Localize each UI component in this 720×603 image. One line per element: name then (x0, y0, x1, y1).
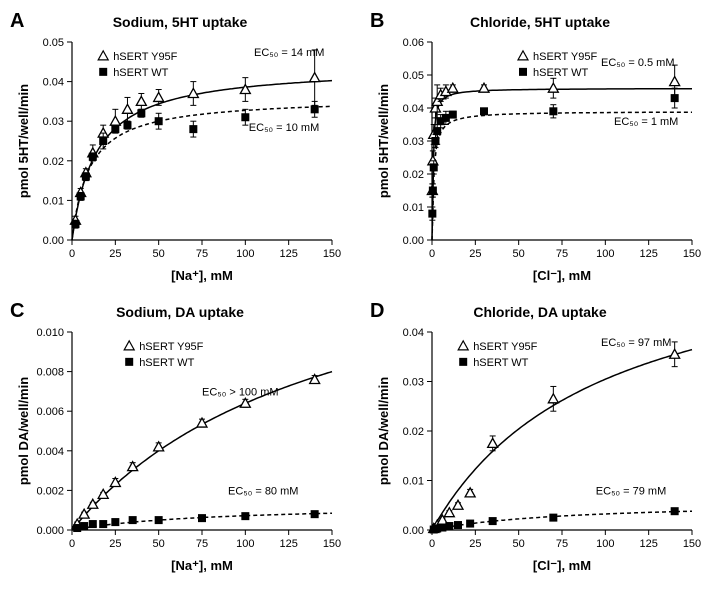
panel-D-title: Chloride, DA uptake (370, 304, 710, 320)
svg-text:125: 125 (639, 538, 657, 550)
svg-text:25: 25 (109, 248, 121, 260)
svg-text:125: 125 (279, 248, 297, 260)
svg-text:hSERT WT: hSERT WT (139, 357, 194, 369)
svg-text:pmol 5HT/well/min: pmol 5HT/well/min (376, 84, 391, 198)
svg-text:25: 25 (469, 248, 481, 260)
svg-text:150: 150 (323, 538, 341, 550)
svg-text:100: 100 (596, 248, 614, 260)
svg-text:75: 75 (196, 538, 208, 550)
svg-text:75: 75 (556, 538, 568, 550)
svg-text:150: 150 (683, 248, 701, 260)
svg-text:125: 125 (639, 248, 657, 260)
svg-text:hSERT Y95F: hSERT Y95F (533, 51, 597, 63)
svg-text:0.00: 0.00 (43, 235, 64, 247)
svg-text:hSERT WT: hSERT WT (533, 67, 588, 79)
svg-text:pmol DA/well/min: pmol DA/well/min (16, 377, 31, 485)
svg-text:EC₅₀ = 97 mM: EC₅₀ = 97 mM (601, 337, 671, 349)
svg-text:EC₅₀ = 79 mM: EC₅₀ = 79 mM (596, 485, 666, 497)
svg-text:[Na⁺], mM: [Na⁺], mM (171, 268, 233, 283)
svg-text:hSERT Y95F: hSERT Y95F (113, 51, 177, 63)
svg-text:150: 150 (683, 538, 701, 550)
panel-C-title: Sodium, DA uptake (10, 304, 350, 320)
svg-text:0.04: 0.04 (403, 327, 424, 339)
svg-text:0.03: 0.03 (43, 116, 64, 128)
svg-text:50: 50 (513, 538, 525, 550)
svg-text:0.02: 0.02 (403, 169, 424, 181)
svg-text:EC₅₀ = 1 mM: EC₅₀ = 1 mM (614, 116, 678, 128)
svg-text:25: 25 (469, 538, 481, 550)
svg-text:100: 100 (236, 538, 254, 550)
svg-text:0.03: 0.03 (403, 136, 424, 148)
svg-text:0.01: 0.01 (43, 195, 64, 207)
svg-text:hSERT WT: hSERT WT (473, 357, 528, 369)
svg-text:125: 125 (279, 538, 297, 550)
panel-D: D Chloride, DA uptake 02550751001251500.… (370, 300, 710, 580)
panel-B-title: Chloride, 5HT uptake (370, 14, 710, 30)
svg-text:EC₅₀ = 14 mM: EC₅₀ = 14 mM (254, 47, 324, 59)
svg-text:75: 75 (196, 248, 208, 260)
svg-text:0.010: 0.010 (36, 327, 64, 339)
panel-D-svg: 0 25 50 75 100 125 150 0.00 0.01 0.02 0.03 0.04 [Cl⁻… (370, 300, 710, 580)
figure-grid: A Sodium, 5HT uptake 02550751001251500.0… (10, 10, 710, 580)
svg-text:0.03: 0.03 (403, 377, 424, 389)
svg-text:EC₅₀ = 10 mM: EC₅₀ = 10 mM (249, 122, 319, 134)
svg-text:EC₅₀ = 80 mM: EC₅₀ = 80 mM (228, 485, 298, 497)
svg-text:pmol 5HT/well/min: pmol 5HT/well/min (16, 84, 31, 198)
svg-text:hSERT Y95F: hSERT Y95F (473, 341, 537, 353)
svg-text:50: 50 (513, 248, 525, 260)
panel-C-svg: 0 25 50 75 100 125 150 0.000 0.002 0.004 0.006 0.00… (10, 300, 350, 580)
svg-text:hSERT WT: hSERT WT (113, 67, 168, 79)
svg-text:0.06: 0.06 (403, 37, 424, 49)
panel-A-svg: 0 25 50 75 100 125 150 0.00 0.01 0.02 0.03 0.04 0.05… (10, 10, 350, 290)
svg-text:0.01: 0.01 (403, 202, 424, 214)
svg-text:0.04: 0.04 (403, 103, 424, 115)
svg-text:EC₅₀ = 0.5 mM: EC₅₀ = 0.5 mM (601, 57, 675, 69)
svg-text:0.006: 0.006 (36, 406, 64, 418)
panel-A-title: Sodium, 5HT uptake (10, 14, 350, 30)
svg-text:0.002: 0.002 (36, 485, 64, 497)
panel-B: B Chloride, 5HT uptake 02550751001251500… (370, 10, 710, 290)
svg-text:0.000: 0.000 (36, 525, 64, 537)
svg-text:0.00: 0.00 (403, 235, 424, 247)
svg-text:100: 100 (596, 538, 614, 550)
svg-text:0.02: 0.02 (43, 156, 64, 168)
svg-text:0.04: 0.04 (43, 77, 64, 89)
svg-text:hSERT Y95F: hSERT Y95F (139, 341, 203, 353)
svg-text:75: 75 (556, 248, 568, 260)
svg-text:pmol DA/well/min: pmol DA/well/min (376, 377, 391, 485)
svg-text:0: 0 (69, 248, 75, 260)
svg-text:0.05: 0.05 (43, 37, 64, 49)
svg-text:0.008: 0.008 (36, 367, 64, 379)
svg-text:[Na⁺], mM: [Na⁺], mM (171, 558, 233, 573)
svg-text:0: 0 (429, 538, 435, 550)
panel-A: A Sodium, 5HT uptake 02550751001251500.0… (10, 10, 350, 290)
svg-text:[Cl⁻], mM: [Cl⁻], mM (533, 268, 591, 283)
svg-text:0.00: 0.00 (403, 525, 424, 537)
panel-C: C Sodium, DA uptake 02550751001251500.00… (10, 300, 350, 580)
svg-text:50: 50 (153, 248, 165, 260)
svg-text:0: 0 (429, 248, 435, 260)
svg-text:100: 100 (236, 248, 254, 260)
svg-text:0.01: 0.01 (403, 476, 424, 488)
svg-text:0.004: 0.004 (36, 446, 64, 458)
svg-text:0.02: 0.02 (403, 426, 424, 438)
svg-text:0.05: 0.05 (403, 70, 424, 82)
svg-text:[Cl⁻], mM: [Cl⁻], mM (533, 558, 591, 573)
panel-B-svg: 0 25 50 75 100 125 150 0.00 0.01 0.02 0.03 0.04 0.05… (370, 10, 710, 290)
svg-text:0: 0 (69, 538, 75, 550)
svg-text:25: 25 (109, 538, 121, 550)
svg-text:150: 150 (323, 248, 341, 260)
svg-text:EC₅₀ > 100 mM: EC₅₀ > 100 mM (202, 386, 279, 398)
svg-text:50: 50 (153, 538, 165, 550)
